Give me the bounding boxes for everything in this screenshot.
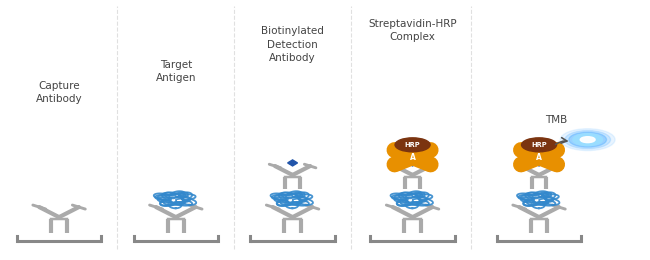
Polygon shape [288, 160, 298, 166]
Circle shape [560, 129, 615, 151]
Text: A: A [410, 153, 415, 162]
Text: Capture
Antibody: Capture Antibody [36, 81, 83, 104]
Text: HRP: HRP [531, 142, 547, 148]
Circle shape [569, 132, 606, 147]
Circle shape [565, 131, 610, 149]
Circle shape [580, 137, 595, 143]
Text: TMB: TMB [545, 115, 567, 125]
Text: HRP: HRP [405, 142, 421, 148]
Polygon shape [408, 160, 417, 166]
Text: Streptavidin-HRP
Complex: Streptavidin-HRP Complex [369, 19, 457, 42]
Polygon shape [534, 160, 544, 166]
Circle shape [395, 138, 430, 152]
Text: Target
Antigen: Target Antigen [155, 60, 196, 83]
Circle shape [573, 134, 603, 146]
Circle shape [521, 138, 556, 152]
Text: Biotinylated
Detection
Antibody: Biotinylated Detection Antibody [261, 26, 324, 63]
Text: A: A [536, 153, 542, 162]
